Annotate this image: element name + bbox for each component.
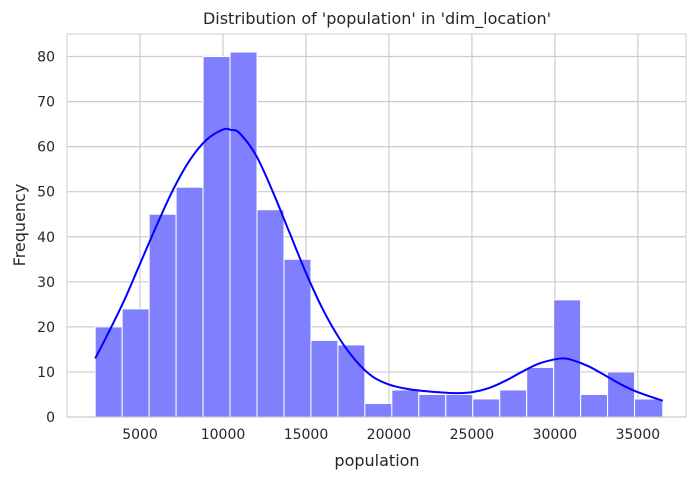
histogram-bar bbox=[418, 393, 447, 418]
histogram-bar bbox=[229, 51, 258, 418]
y-tick-label: 0 bbox=[46, 410, 55, 426]
x-tick-label: 35000 bbox=[616, 427, 661, 443]
x-tick-label: 20000 bbox=[367, 427, 412, 443]
x-tick-label: 10000 bbox=[201, 427, 246, 443]
y-tick-label: 60 bbox=[37, 140, 55, 156]
y-tick-label: 70 bbox=[37, 95, 55, 111]
y-tick-label: 40 bbox=[37, 230, 55, 246]
x-tick-labels: 5000 10000 15000 20000 25000 30000 35000 bbox=[122, 427, 660, 443]
histogram-bar bbox=[526, 366, 555, 418]
x-tick-label: 5000 bbox=[122, 427, 158, 443]
histogram-bar bbox=[472, 398, 501, 418]
histogram-bar bbox=[391, 389, 420, 418]
histogram-bar bbox=[256, 209, 285, 418]
histogram-bar bbox=[175, 186, 204, 418]
y-axis-label: Frequency bbox=[10, 184, 29, 267]
y-tick-labels: 0 10 20 30 40 50 60 70 80 bbox=[37, 50, 55, 426]
histogram-bar bbox=[580, 393, 609, 418]
histogram-bar bbox=[94, 326, 123, 418]
plot-frame bbox=[66, 33, 687, 418]
x-tick-label: 25000 bbox=[450, 427, 495, 443]
y-tick-label: 10 bbox=[37, 365, 55, 381]
y-tick-label: 30 bbox=[37, 275, 55, 291]
chart-title: Distribution of 'population' in 'dim_loc… bbox=[203, 9, 551, 29]
histogram-bar bbox=[445, 393, 474, 418]
x-tick-label: 15000 bbox=[284, 427, 329, 443]
x-axis-label: population bbox=[334, 451, 419, 470]
y-tick-label: 20 bbox=[37, 320, 55, 336]
histogram-bar bbox=[148, 213, 177, 418]
histogram-bar bbox=[364, 402, 393, 418]
histogram-bar bbox=[121, 308, 150, 418]
kde-curve bbox=[94, 127, 664, 402]
histogram-bar bbox=[634, 398, 664, 418]
x-tick-label: 30000 bbox=[533, 427, 578, 443]
y-tick-label: 80 bbox=[37, 50, 55, 66]
histogram-bars bbox=[94, 51, 664, 418]
y-tick-label: 50 bbox=[37, 185, 55, 201]
histogram-bar bbox=[202, 56, 231, 418]
histogram-bar bbox=[283, 258, 312, 418]
histogram-bar bbox=[310, 339, 339, 418]
histogram-bar bbox=[499, 389, 528, 418]
